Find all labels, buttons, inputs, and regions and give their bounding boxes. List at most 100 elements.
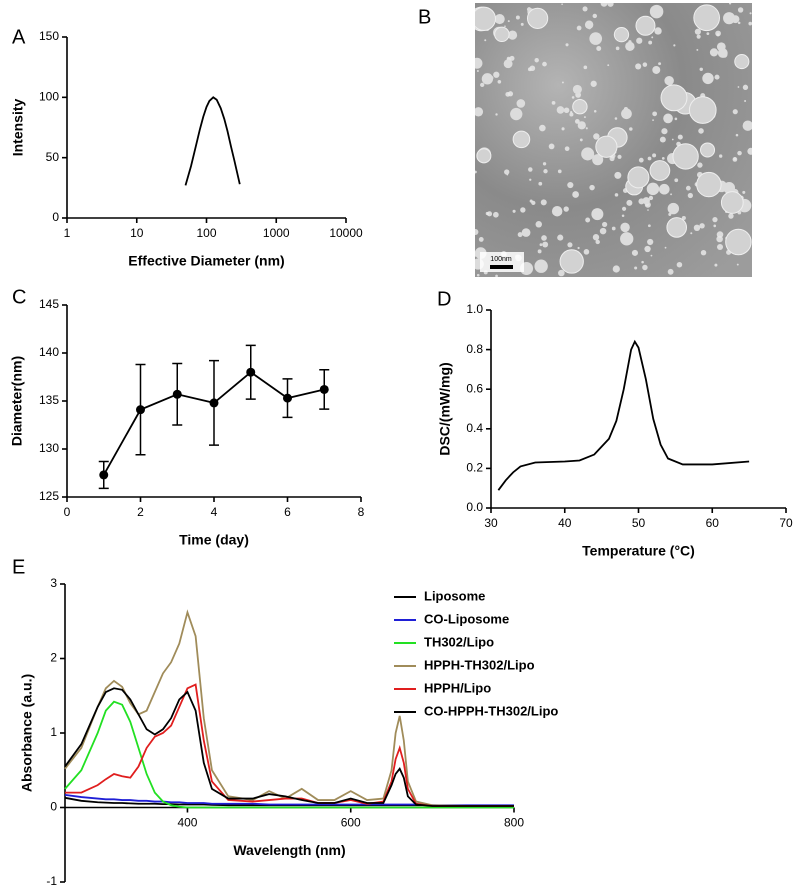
particle [543, 169, 548, 174]
particle [609, 155, 615, 162]
x-tick-label: 8 [358, 505, 365, 519]
y-tick-label: 0.2 [466, 461, 483, 475]
x-tick-label: 1 [64, 226, 71, 240]
series-line [65, 683, 514, 807]
particle [497, 79, 502, 84]
particle [551, 101, 556, 105]
data-line [184, 96, 241, 186]
particle [512, 130, 531, 149]
legend-label: CO-HPPH-TH302/Lipo [424, 703, 558, 718]
particle [528, 167, 533, 172]
particle [626, 199, 633, 206]
particle [494, 13, 505, 25]
x-tick-label: 70 [779, 516, 793, 530]
particle [696, 171, 722, 198]
particle [539, 124, 546, 132]
particle [557, 169, 562, 174]
scale-bar [490, 265, 513, 269]
particle [592, 234, 600, 241]
particle [661, 128, 668, 135]
y-tick-label: 0.8 [466, 342, 483, 356]
particle [642, 264, 648, 271]
particle [748, 21, 752, 26]
y-tick-label: 0 [50, 800, 57, 814]
panel-label: A [12, 26, 26, 48]
particle [720, 191, 744, 214]
particle [615, 46, 620, 51]
particle [673, 44, 676, 47]
particle [599, 227, 607, 235]
particle [717, 48, 728, 58]
particle [627, 166, 650, 189]
particle [652, 66, 661, 74]
particle [634, 266, 638, 270]
particle [642, 62, 648, 67]
y-axis-title: DSC/(mW/mg) [437, 362, 453, 455]
particle [563, 107, 570, 114]
particle [652, 119, 654, 122]
particle [664, 75, 674, 86]
particle [579, 138, 583, 142]
particle [564, 146, 570, 152]
particle [668, 212, 672, 216]
particle [647, 224, 651, 228]
particle [495, 113, 498, 116]
particle [540, 199, 547, 206]
particle [690, 232, 693, 235]
legend-label: HPPH-TH302/Lipo [424, 657, 535, 672]
particle [671, 138, 674, 141]
particle [570, 110, 573, 114]
y-tick-label: 1.0 [466, 302, 483, 316]
particle [681, 215, 686, 221]
particle [737, 7, 744, 13]
particle [484, 39, 487, 42]
panel-label: D [437, 288, 451, 310]
particle [631, 249, 639, 256]
particle [494, 26, 510, 43]
particle [736, 263, 739, 266]
y-tick-label: 125 [39, 489, 59, 503]
particle [737, 150, 742, 156]
particle [551, 205, 563, 217]
particle [583, 65, 588, 70]
particle [534, 58, 539, 63]
panel-label: E [12, 556, 25, 578]
particle [567, 181, 574, 189]
y-axis-title: Absorbance (a.u.) [19, 674, 35, 792]
particle [674, 178, 679, 183]
data-line [497, 339, 750, 491]
particle [716, 33, 720, 37]
particle [725, 228, 752, 256]
particle [672, 143, 699, 170]
particle [517, 232, 523, 238]
legend-label: Liposome [424, 588, 485, 603]
particle [613, 26, 630, 43]
particle [706, 32, 710, 35]
y-tick-label: 50 [46, 150, 60, 164]
particle [504, 25, 506, 28]
particle [687, 192, 693, 199]
particle [476, 148, 492, 164]
particle [556, 106, 565, 114]
particle [742, 190, 746, 194]
x-tick-label: 50 [632, 516, 646, 530]
particle [696, 34, 701, 39]
particle [717, 244, 724, 251]
series-line [64, 687, 514, 807]
particle [593, 109, 597, 113]
particle [476, 273, 480, 277]
y-tick-label: 0 [52, 210, 59, 224]
particle [719, 154, 723, 158]
particle [621, 206, 627, 211]
particle [728, 3, 732, 5]
particle [714, 74, 720, 80]
particle [475, 107, 484, 117]
particle [731, 15, 740, 24]
particle [505, 91, 511, 97]
y-tick-label: 0.4 [466, 421, 483, 435]
particle [542, 241, 549, 248]
particle [576, 25, 582, 31]
particle [614, 193, 619, 197]
particle [592, 154, 604, 166]
